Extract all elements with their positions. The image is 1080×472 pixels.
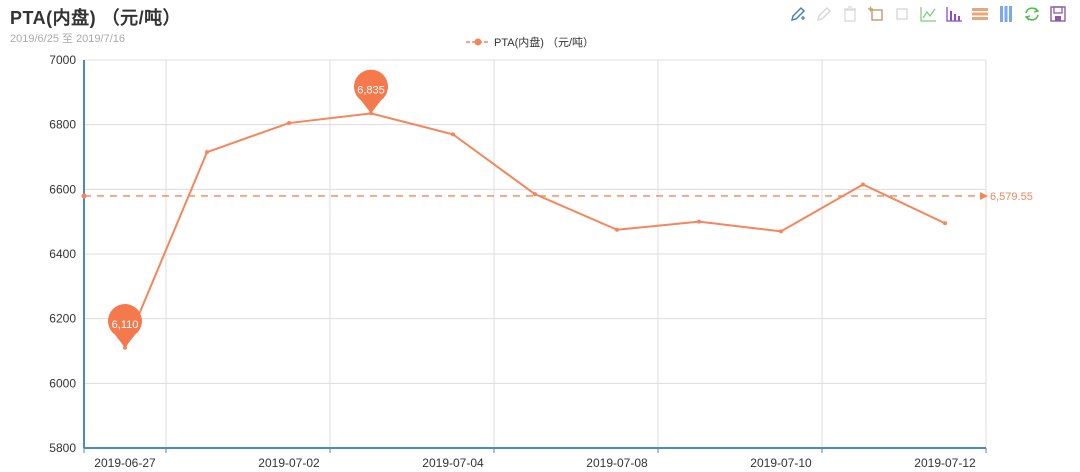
data-point[interactable]	[533, 192, 537, 197]
x-tick-label: 2019-07-12	[914, 456, 976, 470]
y-tick-label: 7000	[49, 53, 76, 67]
tiled-button[interactable]	[996, 4, 1016, 24]
y-tick-label: 6200	[49, 312, 76, 326]
save-image-icon	[1050, 6, 1066, 22]
mark-clear-button[interactable]	[840, 4, 860, 24]
y-axis: 5800 6000 6200 6400 6600 6800 7000	[49, 53, 85, 455]
x-axis: 2019-06-27 2019-07-02 2019-07-04 2019-07-08…	[83, 447, 987, 470]
y-tick-label: 6800	[49, 118, 76, 132]
bar-chart-icon	[946, 7, 962, 22]
line-chart-button[interactable]	[918, 4, 938, 24]
x-tick-label: 2019-07-08	[586, 456, 648, 470]
data-point[interactable]	[451, 132, 455, 137]
mark-point-max[interactable]: 6,835	[353, 69, 388, 114]
data-point[interactable]	[615, 227, 619, 232]
mark-point-label: 6,110	[112, 319, 139, 331]
bar-chart-button[interactable]	[944, 4, 964, 24]
data-point[interactable]	[287, 121, 291, 126]
mark-clear-icon	[844, 6, 856, 22]
data-point[interactable]	[943, 221, 947, 226]
y-tick-label: 6000	[49, 376, 76, 390]
legend-item[interactable]: PTA(内盘) （元/吨）	[466, 34, 594, 50]
data-point[interactable]	[697, 219, 701, 224]
mark-undo-button[interactable]	[814, 4, 834, 24]
chart-title: PTA(内盘) （元/吨）	[10, 8, 182, 28]
stack-icon	[972, 8, 988, 20]
x-tick-label: 2019-07-10	[750, 456, 812, 470]
data-zoom-icon	[868, 6, 883, 21]
data-point[interactable]	[861, 182, 865, 187]
x-tick-label: 2019-07-04	[422, 456, 484, 470]
data-zoom-button[interactable]	[866, 4, 886, 24]
legend-label: PTA(内盘) （元/吨）	[494, 37, 595, 49]
mark-point-min[interactable]: 6,110	[108, 304, 142, 348]
average-mark-line: 6,579.55	[81, 191, 1033, 203]
legend-line-marker-icon	[466, 38, 490, 46]
stack-button[interactable]	[970, 4, 990, 24]
mark-icon	[790, 6, 806, 22]
average-label: 6,579.55	[990, 191, 1033, 203]
mark-undo-icon	[816, 6, 832, 22]
y-tick-label: 5800	[49, 441, 76, 455]
tiled-icon	[1000, 6, 1012, 22]
mark-button[interactable]	[788, 4, 808, 24]
restore-button[interactable]	[1022, 4, 1042, 24]
save-image-button[interactable]	[1048, 4, 1068, 24]
x-tick-label: 2019-06-27	[94, 456, 156, 470]
restore-icon	[1024, 7, 1040, 21]
y-tick-label: 6400	[49, 247, 76, 261]
grid-lines	[84, 59, 987, 449]
data-point[interactable]	[779, 229, 783, 234]
data-zoom-reset-icon	[896, 8, 908, 20]
mark-point-label: 6,835	[357, 84, 385, 96]
data-zoom-reset-button[interactable]	[892, 4, 912, 24]
series-line[interactable]	[123, 111, 947, 350]
x-tick-label: 2019-07-02	[258, 456, 320, 470]
y-tick-label: 6600	[49, 182, 76, 196]
data-point[interactable]	[205, 150, 209, 155]
toolbox	[788, 4, 1068, 24]
mark-points[interactable]: 6,110 6,835	[108, 69, 388, 348]
chart-subtitle: 2019/6/25 至 2019/7/16	[10, 33, 125, 45]
line-chart-icon	[920, 7, 936, 22]
